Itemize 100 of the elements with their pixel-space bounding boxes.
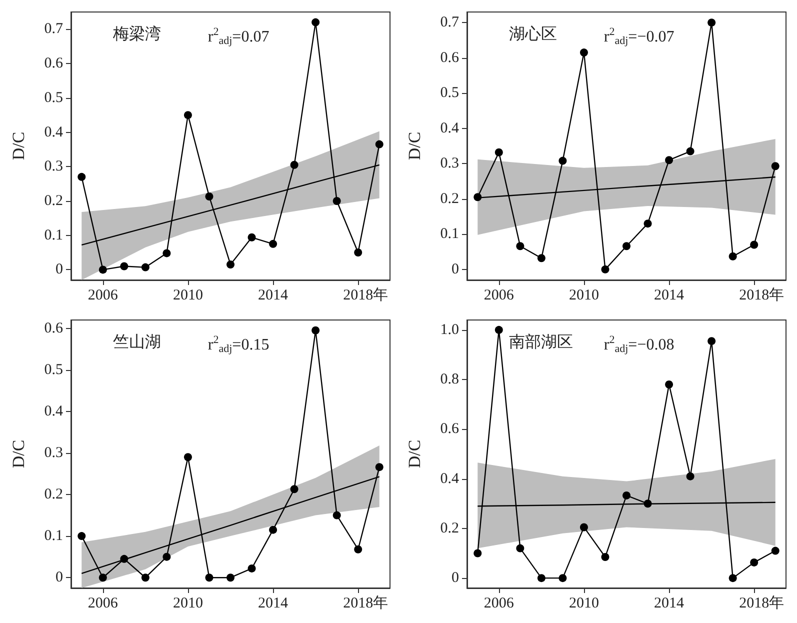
point	[226, 574, 234, 582]
y-tick-label: 0.5	[440, 85, 459, 102]
y-tick-label: 0.2	[44, 486, 63, 503]
x-tick-label: 2018	[343, 596, 374, 612]
x-tick-label: 2006	[484, 596, 514, 612]
y-tick-label: 0.5	[44, 90, 63, 106]
y-tick-label: 0.2	[44, 192, 63, 209]
point	[290, 485, 298, 494]
point	[494, 326, 503, 334]
point	[98, 266, 107, 274]
point	[205, 574, 214, 582]
point	[750, 558, 758, 566]
point	[474, 549, 482, 558]
y-tick-label: 0.2	[440, 520, 459, 536]
point	[78, 532, 86, 540]
point	[332, 511, 341, 520]
point	[558, 156, 567, 165]
y-axis-title: D/C	[9, 132, 28, 160]
point	[728, 574, 737, 582]
y-tick-label: 0	[56, 262, 63, 278]
point	[332, 196, 341, 205]
point	[686, 472, 694, 480]
y-tick-label: 0.4	[44, 403, 64, 420]
point	[537, 574, 546, 582]
y-tick-label: 0.6	[44, 320, 64, 336]
point	[580, 523, 588, 532]
point	[622, 491, 630, 500]
x-tick-label: 2014	[654, 288, 685, 304]
y-tick-label: 1.0	[440, 322, 459, 338]
y-tick-label: 0.6	[44, 56, 64, 72]
point	[601, 552, 610, 561]
point	[312, 18, 320, 26]
annotation: 湖心区	[508, 25, 557, 44]
point	[494, 148, 503, 156]
point	[141, 263, 150, 272]
point	[78, 172, 86, 181]
point	[622, 242, 630, 250]
point	[354, 545, 362, 554]
x-axis-title: 年	[769, 594, 784, 612]
point	[771, 162, 780, 170]
y-axis-title: D/C	[9, 440, 28, 468]
point	[226, 260, 234, 269]
point	[269, 526, 278, 534]
y-tick-label: 0.5	[44, 362, 63, 378]
x-tick-label: 2018	[343, 288, 374, 304]
y-axis-title: D/C	[405, 132, 424, 160]
y-tick-label: 0.4	[44, 124, 64, 140]
y-axis-title: D/C	[405, 440, 424, 468]
point	[516, 544, 524, 552]
y-tick-label: 0.4	[440, 120, 460, 136]
point	[644, 220, 652, 228]
x-tick-label: 2010	[172, 596, 203, 612]
point	[184, 453, 192, 462]
point	[162, 552, 171, 561]
y-tick-label: 0.3	[44, 444, 63, 461]
y-tick-label: 0.6	[440, 421, 460, 438]
y-tick-label: 0.2	[440, 190, 459, 207]
point	[375, 140, 384, 148]
y-tick-label: 0	[452, 570, 459, 586]
point	[580, 48, 588, 57]
x-tick-label: 2014	[654, 596, 685, 612]
point	[312, 326, 320, 334]
annotation: 南部湖区	[508, 333, 573, 352]
x-axis-title: 年	[373, 594, 388, 612]
point	[184, 111, 192, 120]
point	[120, 262, 128, 270]
annotation: 竺山湖	[112, 333, 161, 352]
annotation: 梅梁湾	[112, 25, 161, 44]
point	[290, 160, 298, 169]
point	[708, 337, 716, 346]
x-axis-title: 年	[769, 286, 784, 304]
x-tick-label: 2014	[258, 288, 289, 304]
point	[248, 564, 256, 572]
point	[537, 254, 546, 262]
y-tick-label: 0	[452, 261, 459, 278]
point	[248, 233, 256, 242]
x-tick-label: 2018	[739, 596, 770, 612]
y-tick-label: 0.1	[44, 528, 63, 544]
point	[771, 546, 780, 555]
point	[269, 240, 278, 248]
y-tick-label: 0.8	[440, 372, 459, 388]
x-tick-label: 2006	[484, 288, 514, 304]
x-tick-label: 2006	[88, 596, 118, 612]
point	[708, 18, 716, 27]
y-tick-label: 0.7	[44, 21, 64, 38]
point	[98, 574, 107, 582]
x-tick-label: 2018	[739, 288, 770, 304]
point	[162, 249, 171, 258]
point	[375, 463, 384, 472]
y-tick-label: 0.6	[440, 50, 460, 66]
y-tick-label: 0.1	[44, 227, 63, 244]
point	[750, 240, 758, 249]
point	[354, 248, 362, 257]
y-tick-label: 0.7	[440, 14, 460, 31]
point	[665, 156, 674, 164]
point	[728, 252, 737, 260]
point	[205, 192, 214, 201]
x-tick-label: 2010	[568, 596, 599, 612]
y-tick-label: 0.3	[44, 158, 63, 175]
point	[516, 242, 524, 250]
